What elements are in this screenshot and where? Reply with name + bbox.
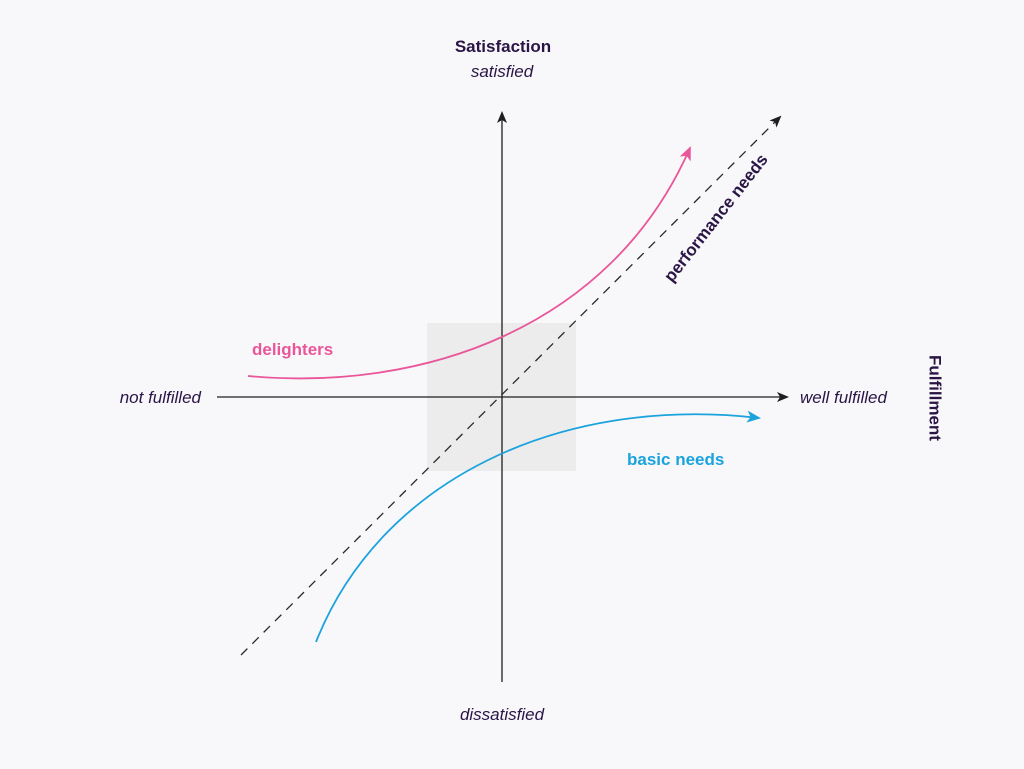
x-axis-right-label: well fulfilled (800, 388, 887, 407)
y-axis-title: Satisfaction (454, 37, 552, 56)
x-axis-left-label: not fulfilled (119, 388, 201, 407)
y-axis-top-label: satisfied (470, 62, 534, 81)
x-axis-title: Fulfillment (925, 355, 945, 441)
delighters-label: delighters (252, 340, 334, 359)
y-axis-bottom-label: dissatisfied (459, 705, 545, 724)
basic-needs-curve (315, 410, 761, 643)
delighters-curve (247, 146, 691, 380)
basic-needs-label: basic needs (627, 450, 725, 469)
